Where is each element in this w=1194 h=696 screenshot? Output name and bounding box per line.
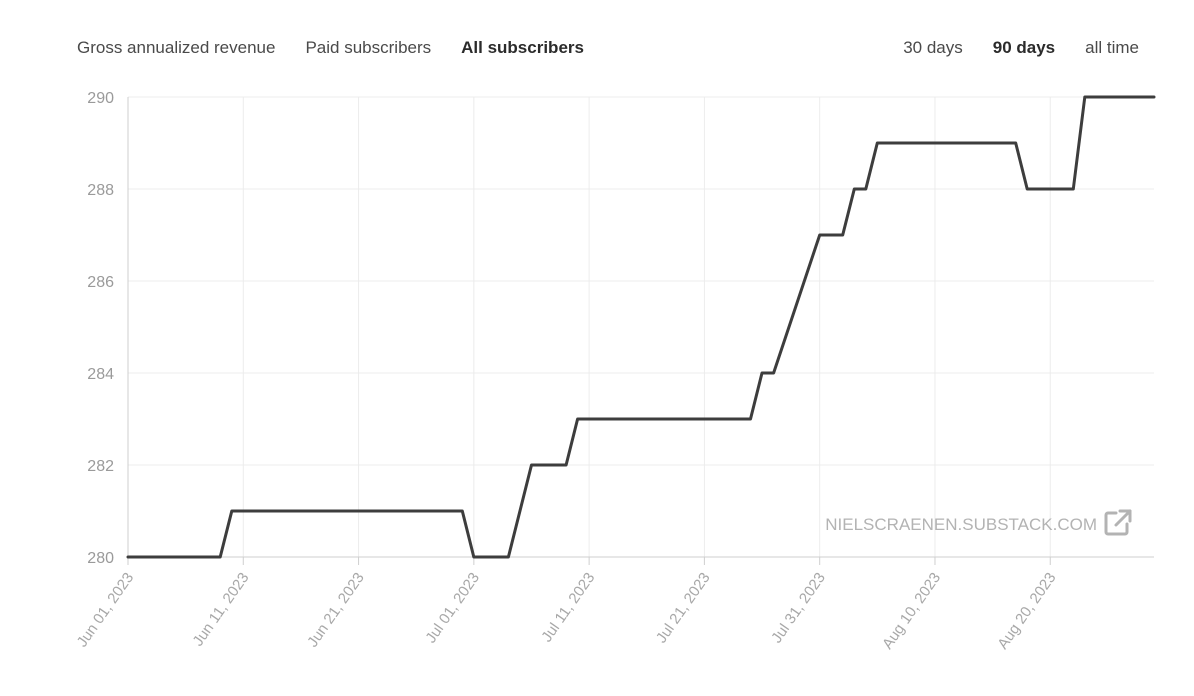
y-tick-label: 288 [87, 182, 114, 199]
x-tick-label: Jun 11, 2023 [190, 570, 253, 650]
y-tick-label: 284 [87, 366, 114, 383]
range-30-days[interactable]: 30 days [903, 38, 963, 57]
x-tick-label: Aug 20, 2023 [994, 570, 1059, 653]
range-90-days[interactable]: 90 days [992, 38, 1056, 57]
x-tick-label: Aug 10, 2023 [879, 570, 944, 653]
y-tick-label: 282 [87, 458, 114, 475]
metric-tabs: Gross annualized revenue Paid subscriber… [77, 38, 584, 58]
y-gridlines [128, 96, 1154, 558]
series-line [126, 95, 1156, 559]
x-tick-label: Jun 21, 2023 [304, 570, 368, 651]
x-tick-label: Jul 21, 2023 [653, 570, 714, 647]
tab-gross-annualized-revenue[interactable]: Gross annualized revenue [77, 38, 276, 57]
external-link-icon[interactable] [1104, 509, 1132, 536]
x-gridlines [127, 97, 1051, 557]
x-tick-labels: Jun 01, 2023 Jun 11, 2023 Jun 21, 2023 Jul … [74, 570, 1060, 653]
x-tick-label: Jun 01, 2023 [74, 570, 138, 651]
watermark[interactable]: NIELSCRAENEN.SUBSTACK.COM [825, 509, 1132, 536]
y-tick-labels: 280 282 284 286 288 290 [87, 90, 114, 567]
x-tick-label: Jul 01, 2023 [422, 570, 483, 647]
range-tabs: 30 days 90 days all time [903, 38, 1139, 58]
x-tick-label: Jul 31, 2023 [768, 570, 829, 647]
x-tick-label: Jul 11, 2023 [538, 570, 598, 646]
tab-all-subscribers[interactable]: All subscribers [461, 38, 584, 57]
range-all-time[interactable]: all time [1085, 38, 1139, 57]
watermark-text[interactable]: NIELSCRAENEN.SUBSTACK.COM [825, 515, 1097, 534]
y-tick-label: 290 [87, 90, 114, 107]
y-tick-label: 286 [87, 274, 114, 291]
y-tick-label: 280 [87, 550, 114, 567]
axes [127, 97, 1154, 565]
tab-paid-subscribers[interactable]: Paid subscribers [305, 38, 432, 57]
series-layer [126, 95, 1156, 559]
